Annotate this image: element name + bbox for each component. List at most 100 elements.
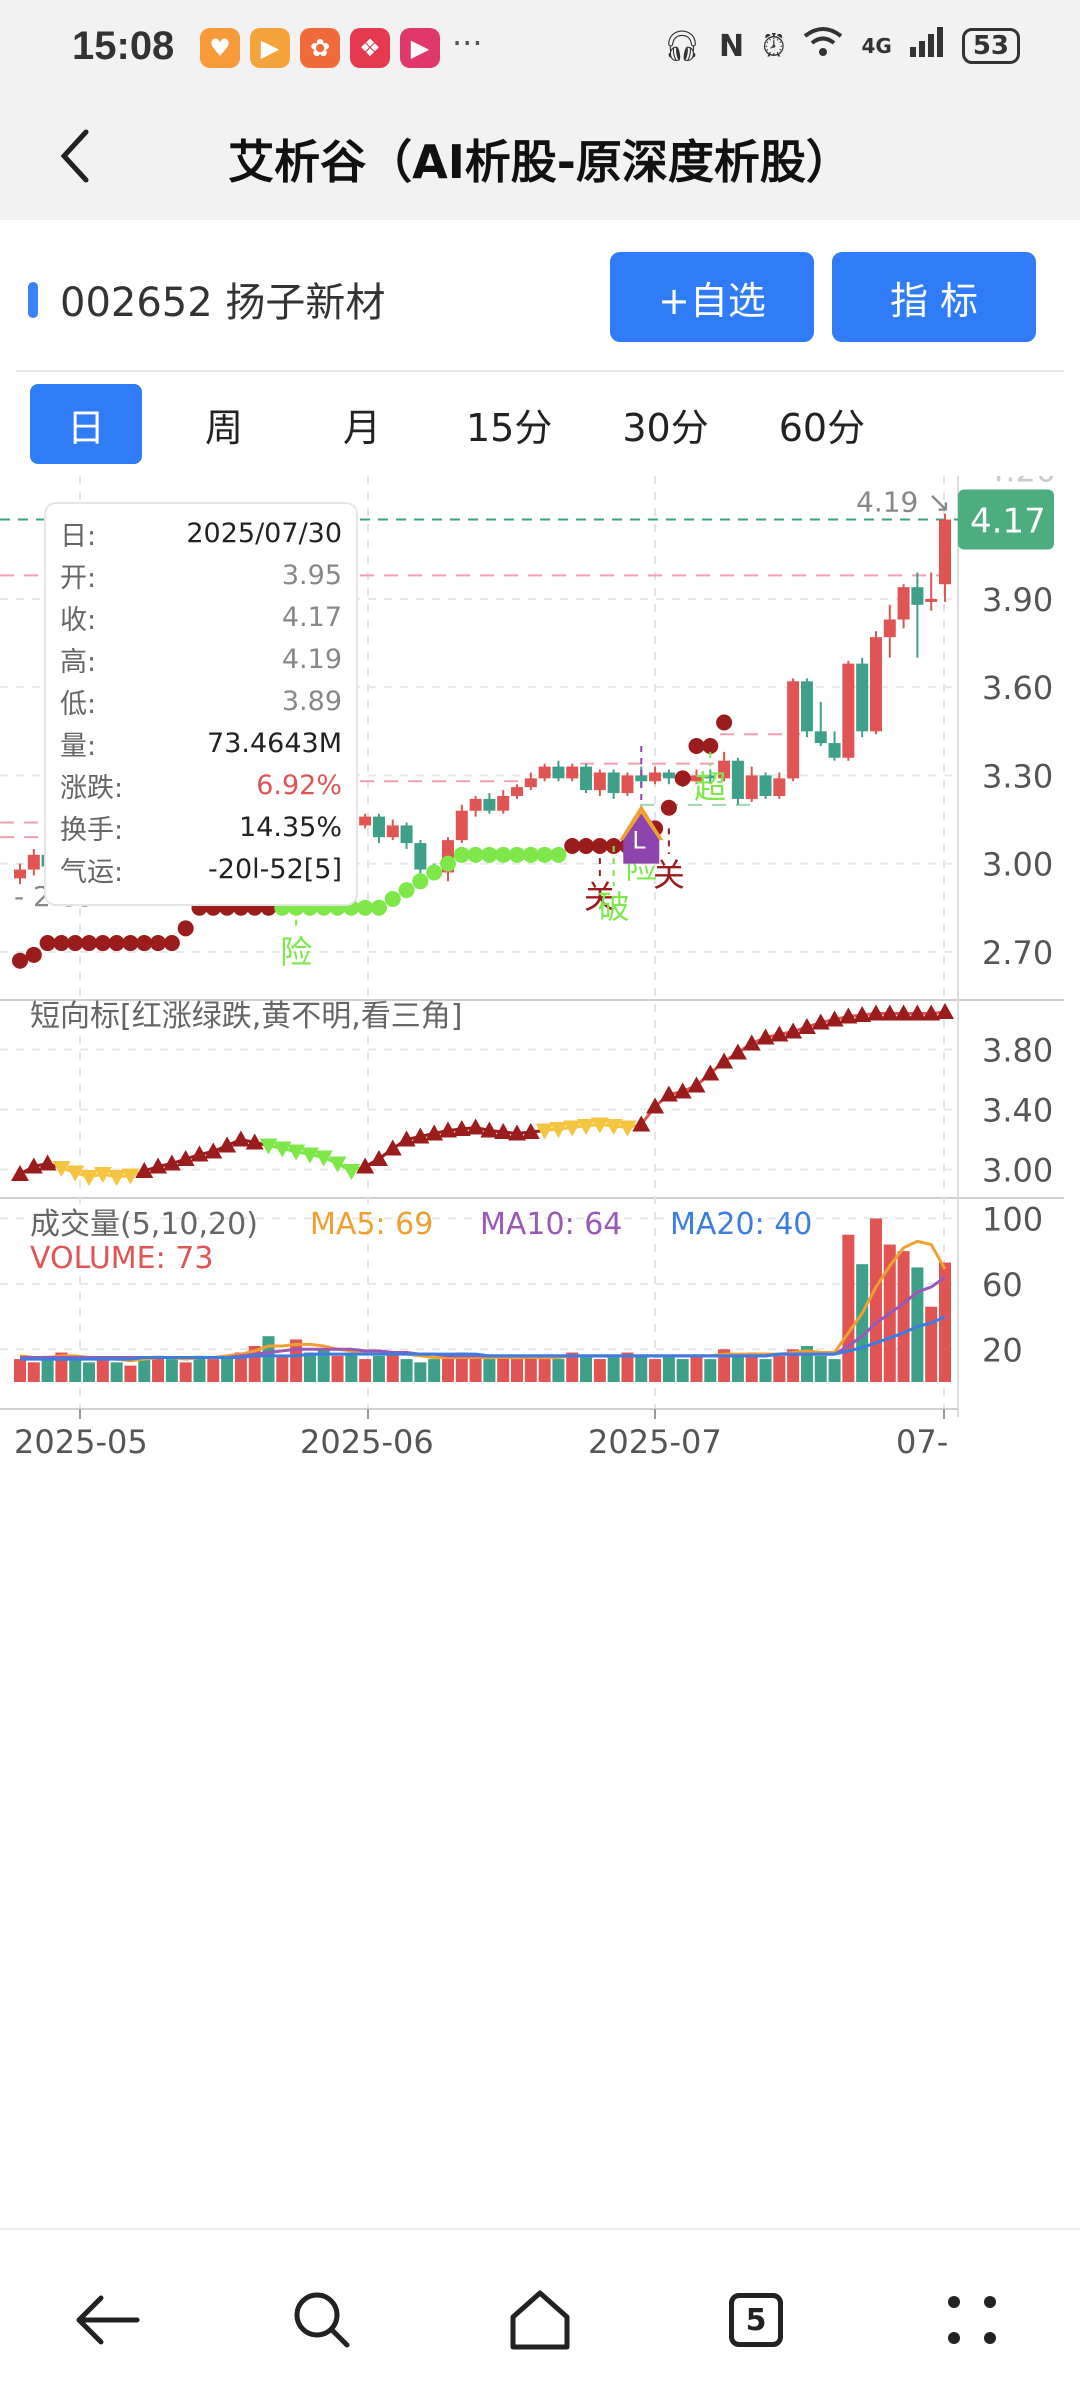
- signal-dot: [136, 935, 153, 952]
- l-marker: [623, 813, 660, 864]
- candle-body: [607, 772, 620, 794]
- signal-dot: [495, 846, 512, 863]
- system-nav-bar: 5: [0, 2228, 1080, 2402]
- candle-body: [538, 766, 551, 779]
- nav-home-button[interactable]: [490, 2270, 590, 2370]
- nav-tabs-button[interactable]: 5: [706, 2270, 806, 2370]
- signal-dot: [53, 935, 70, 952]
- signal-dot: [108, 935, 125, 952]
- candle-body: [856, 663, 869, 732]
- page-title: 艾析谷（AI析股-原深度析股）: [228, 135, 852, 189]
- short-triangle: [549, 1122, 568, 1138]
- volume-bar: [331, 1355, 344, 1382]
- short-triangle: [397, 1130, 416, 1147]
- volume-bar: [759, 1359, 772, 1382]
- short-triangle: [204, 1142, 223, 1159]
- indicator-button[interactable]: 指 标: [832, 252, 1036, 342]
- volume-bar: [925, 1306, 938, 1382]
- stock-code-name: 002652 扬子新材: [60, 280, 386, 326]
- status-app-icons: ♥ ▶ ✿ ❖ ▶: [200, 28, 440, 68]
- signal-dot: [550, 846, 567, 863]
- more-notifications: ···: [452, 24, 483, 62]
- signal-dot: [481, 846, 498, 863]
- short-triangle: [784, 1022, 803, 1039]
- stock-header: 002652 扬子新材 +自选 指 标: [0, 220, 1080, 370]
- short-triangle: [11, 1165, 29, 1181]
- candle-body: [800, 681, 813, 732]
- short-triangle: [190, 1145, 209, 1162]
- short-triangle: [839, 1007, 858, 1024]
- short-triangle: [259, 1138, 278, 1155]
- short-triangle: [452, 1120, 471, 1136]
- short-triangle: [162, 1154, 181, 1171]
- short-triangle: [508, 1124, 527, 1141]
- add-watchlist-button[interactable]: +自选: [610, 252, 814, 342]
- candle-body: [14, 869, 26, 879]
- signal-dot: [67, 935, 84, 952]
- candle-body: [621, 775, 634, 794]
- signal-dot: [357, 899, 374, 916]
- volume-bar: [593, 1359, 606, 1382]
- tab-30min[interactable]: 30分: [622, 405, 709, 450]
- tab-month[interactable]: 月: [342, 405, 381, 450]
- volume-bar: [221, 1355, 234, 1382]
- candle-body: [869, 637, 882, 732]
- app-food-icon: ✿: [300, 28, 340, 68]
- annotation-label: 破: [598, 888, 630, 926]
- volume-bar: [428, 1359, 441, 1382]
- short-triangle: [245, 1133, 264, 1150]
- volume-bar: [469, 1355, 482, 1382]
- candle-body: [27, 854, 40, 870]
- volume-bar: [234, 1352, 247, 1382]
- search-icon: [294, 2292, 350, 2348]
- back-button[interactable]: [36, 116, 116, 196]
- alarm-icon: ⏰︎: [762, 28, 786, 64]
- volume-bar: [124, 1365, 137, 1382]
- tab-60min[interactable]: 60分: [778, 405, 866, 450]
- volume-bar: [552, 1359, 565, 1382]
- short-triangle: [300, 1147, 319, 1164]
- nav-search-button[interactable]: [272, 2270, 372, 2370]
- nav-back-button[interactable]: [58, 2270, 158, 2370]
- volume-bar: [303, 1352, 316, 1382]
- short-triangle: [880, 1004, 899, 1021]
- volume-bar: [538, 1359, 551, 1382]
- x-axis-label: 2025-07: [588, 1423, 722, 1461]
- signal-dot: [177, 920, 194, 937]
- candle-body: [566, 766, 579, 779]
- signal-dot: [122, 935, 139, 952]
- headphones-icon: 🎧︎: [662, 28, 701, 64]
- tab-day[interactable]: 日: [30, 384, 142, 464]
- info-row-close: 收: 4.17: [60, 601, 342, 636]
- candle-body: [359, 816, 372, 826]
- stock-chart[interactable]: 3.903.603.303.002.704.174.204.19 ↘- 2.89…: [0, 476, 1080, 2196]
- candle-body: [690, 775, 703, 782]
- volume-bar: [649, 1359, 662, 1382]
- short-triangle: [701, 1064, 720, 1081]
- candle-body: [511, 787, 524, 796]
- short-triangle: [853, 1006, 872, 1022]
- short-triangle: [811, 1013, 830, 1030]
- short-triangle: [52, 1161, 71, 1177]
- volume-bar: [69, 1359, 82, 1382]
- short-triangle: [425, 1124, 444, 1141]
- signal-dot: [426, 864, 443, 881]
- short-triangle: [866, 1004, 885, 1021]
- tab-15min[interactable]: 15分: [466, 405, 553, 450]
- volume-bar: [83, 1362, 96, 1382]
- candle-body: [649, 772, 662, 782]
- short-triangle: [922, 1004, 941, 1021]
- volume-bar: [248, 1346, 261, 1382]
- nav-menu-button[interactable]: [922, 2270, 1022, 2370]
- signal-dot: [412, 873, 429, 890]
- volume-bar: [96, 1359, 109, 1382]
- short-triangle: [756, 1028, 775, 1045]
- short-triangle: [273, 1141, 292, 1158]
- price-axis-tick: 3.90: [982, 581, 1053, 619]
- back-arrow-icon: [60, 129, 89, 183]
- volume-bar: [856, 1264, 869, 1382]
- tab-week[interactable]: 周: [204, 405, 243, 450]
- candle-body: [745, 775, 758, 799]
- volume-bar: [704, 1359, 717, 1382]
- short-triangle: [24, 1157, 43, 1174]
